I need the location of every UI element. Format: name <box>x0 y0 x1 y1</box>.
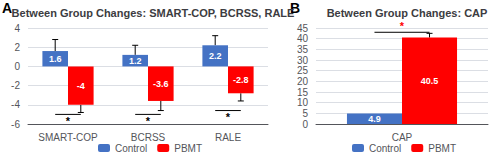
svg-text:0: 0 <box>302 119 308 130</box>
svg-text:*: * <box>146 115 151 127</box>
svg-text:1.2: 1.2 <box>129 56 142 66</box>
svg-text:Control: Control <box>115 143 147 154</box>
svg-text:-6: -6 <box>11 119 20 130</box>
svg-text:-4: -4 <box>11 99 20 110</box>
svg-text:10: 10 <box>297 97 309 108</box>
svg-text:2: 2 <box>14 42 20 53</box>
svg-text:*: * <box>226 111 231 123</box>
svg-text:35: 35 <box>297 44 309 55</box>
svg-text:0: 0 <box>14 61 20 72</box>
svg-text:Between Group Changes: CAP: Between Group Changes: CAP <box>327 7 488 19</box>
svg-text:-2: -2 <box>11 80 20 91</box>
svg-text:4.9: 4.9 <box>368 114 381 124</box>
svg-text:15: 15 <box>297 87 309 98</box>
svg-text:20: 20 <box>297 76 309 87</box>
svg-text:*: * <box>66 115 71 127</box>
svg-text:45: 45 <box>297 23 309 34</box>
svg-text:BCRSS: BCRSS <box>131 132 166 143</box>
svg-text:40.5: 40.5 <box>421 76 439 86</box>
svg-text:A: A <box>2 0 12 16</box>
svg-text:25: 25 <box>297 65 309 76</box>
svg-text:PBMT: PBMT <box>428 143 456 154</box>
svg-text:PBMT: PBMT <box>174 143 202 154</box>
svg-text:30: 30 <box>297 55 309 66</box>
svg-text:B: B <box>290 0 301 16</box>
svg-text:SMART-COP: SMART-COP <box>38 132 98 143</box>
svg-text:RALE: RALE <box>215 132 241 143</box>
svg-text:Between Group Changes: SMART-C: Between Group Changes: SMART-COP, BCRSS,… <box>12 7 295 19</box>
svg-text:*: * <box>400 20 405 32</box>
svg-text:40: 40 <box>297 33 309 44</box>
svg-text:5: 5 <box>302 108 308 119</box>
svg-text:1.6: 1.6 <box>49 54 62 64</box>
svg-text:Control: Control <box>369 143 401 154</box>
svg-text:-2.8: -2.8 <box>233 75 249 85</box>
svg-text:4: 4 <box>14 23 20 34</box>
svg-text:CAP: CAP <box>392 132 413 143</box>
svg-text:2.2: 2.2 <box>209 51 222 61</box>
svg-text:-3.6: -3.6 <box>153 79 169 89</box>
svg-text:-4: -4 <box>77 81 85 91</box>
